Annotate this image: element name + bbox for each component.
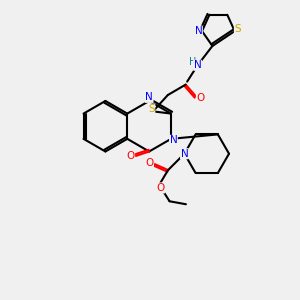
Text: O: O bbox=[157, 183, 165, 193]
Text: O: O bbox=[126, 151, 135, 161]
Text: N: N bbox=[195, 26, 202, 36]
Text: O: O bbox=[196, 93, 205, 103]
Text: O: O bbox=[145, 158, 154, 168]
Text: N: N bbox=[194, 60, 201, 70]
Text: H: H bbox=[188, 57, 196, 67]
Text: N: N bbox=[181, 149, 188, 159]
Text: S: S bbox=[234, 24, 241, 34]
Text: N: N bbox=[145, 92, 153, 102]
Text: S: S bbox=[148, 104, 155, 114]
Text: N: N bbox=[169, 135, 177, 145]
